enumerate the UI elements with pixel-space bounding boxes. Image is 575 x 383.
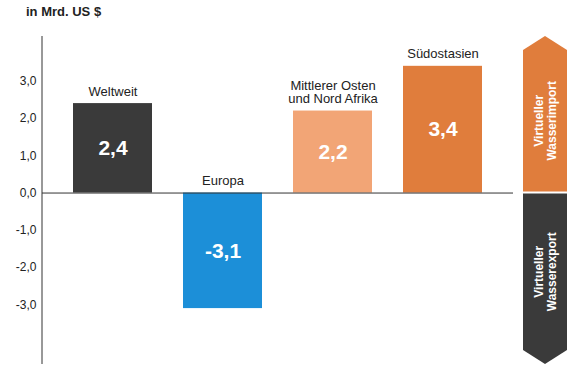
svg-text:Weltweit: Weltweit <box>89 84 138 99</box>
svg-text:1,0: 1,0 <box>20 149 37 163</box>
svg-text:3,4: 3,4 <box>428 117 458 140</box>
svg-text:2,4: 2,4 <box>98 136 128 159</box>
svg-text:VirtuellerWasserimport: VirtuellerWasserimport <box>532 81 559 161</box>
svg-text:2,2: 2,2 <box>318 140 347 163</box>
svg-text:-1,0: -1,0 <box>16 223 37 237</box>
svg-text:VirtuellerWasserexport: VirtuellerWasserexport <box>532 232 559 311</box>
html-text:in Mrd. US $: in Mrd. US $ <box>26 4 102 19</box>
svg-text:0,0: 0,0 <box>20 186 37 200</box>
svg-text:Mittlerer Ostenund Nord Afrika: Mittlerer Ostenund Nord Afrika <box>288 78 378 106</box>
svg-text:-3,1: -3,1 <box>205 239 242 262</box>
svg-text:-3,0: -3,0 <box>16 298 37 312</box>
svg-text:3,0: 3,0 <box>20 74 37 88</box>
svg-text:Europa: Europa <box>202 173 245 188</box>
svg-text:Südostasien: Südostasien <box>407 46 479 61</box>
svg-text:-2,0: -2,0 <box>16 260 37 274</box>
svg-text:2,0: 2,0 <box>20 111 37 125</box>
